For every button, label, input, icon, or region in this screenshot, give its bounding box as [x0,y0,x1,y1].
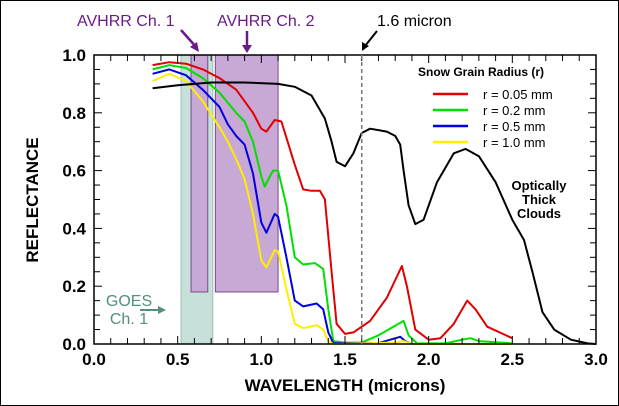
avhrr-ch2-label: AVHRR Ch. 2 [217,13,315,30]
legend-entry: r = 1.0 mm [483,135,546,150]
goes-arrowhead [158,306,166,314]
y-tick-label: 0.6 [62,162,86,181]
x-tick-label: 0.5 [166,350,190,369]
legend: Snow Grain Radius (r) r = 0.05 mmr = 0.2… [418,65,553,150]
avhrr-ch1-label: AVHRR Ch. 1 [77,13,175,30]
band-avhrr-ch-2 [214,54,279,293]
legend-entry: r = 0.5 mm [483,119,546,134]
clouds-label-line1: Optically [512,178,568,193]
y-axis-label: REFLECTANCE [23,137,42,262]
clouds-label-line3: Clouds [517,206,561,221]
micron-arrowhead [362,42,369,51]
avhrr-ch1-arrowhead [190,42,199,52]
goes-label-line2: Ch. 1 [110,311,148,328]
x-tick-label: 2.5 [501,350,525,369]
x-axis-label: WAVELENGTH (microns) [245,376,446,395]
x-tick-label: 1.5 [333,350,357,369]
micron-label: 1.6 micron [377,13,452,30]
y-tick-label: 0.8 [62,104,86,123]
legend-entry: r = 0.05 mm [483,87,553,102]
legend-title: Snow Grain Radius (r) [418,65,544,79]
x-tick-label: 2.0 [417,350,441,369]
series-optically-thick-clouds [152,81,597,345]
clouds-label-line2: Thick [522,192,557,207]
legend-entry: r = 0.2 mm [483,103,546,118]
micron-arrow [364,30,378,47]
avhrr-ch2-arrowhead [242,45,252,53]
y-tick-label: 0.2 [62,277,86,296]
y-tick-label: 0.0 [62,335,86,354]
x-tick-label: 0.0 [82,350,106,369]
y-tick-label: 1.0 [62,46,86,65]
series-0.05mm [152,61,513,341]
y-tick-label: 0.4 [62,219,86,238]
goes-label-line1: GOES [106,293,152,310]
x-tick-label: 3.0 [584,350,608,369]
x-tick-label: 1.0 [250,350,274,369]
